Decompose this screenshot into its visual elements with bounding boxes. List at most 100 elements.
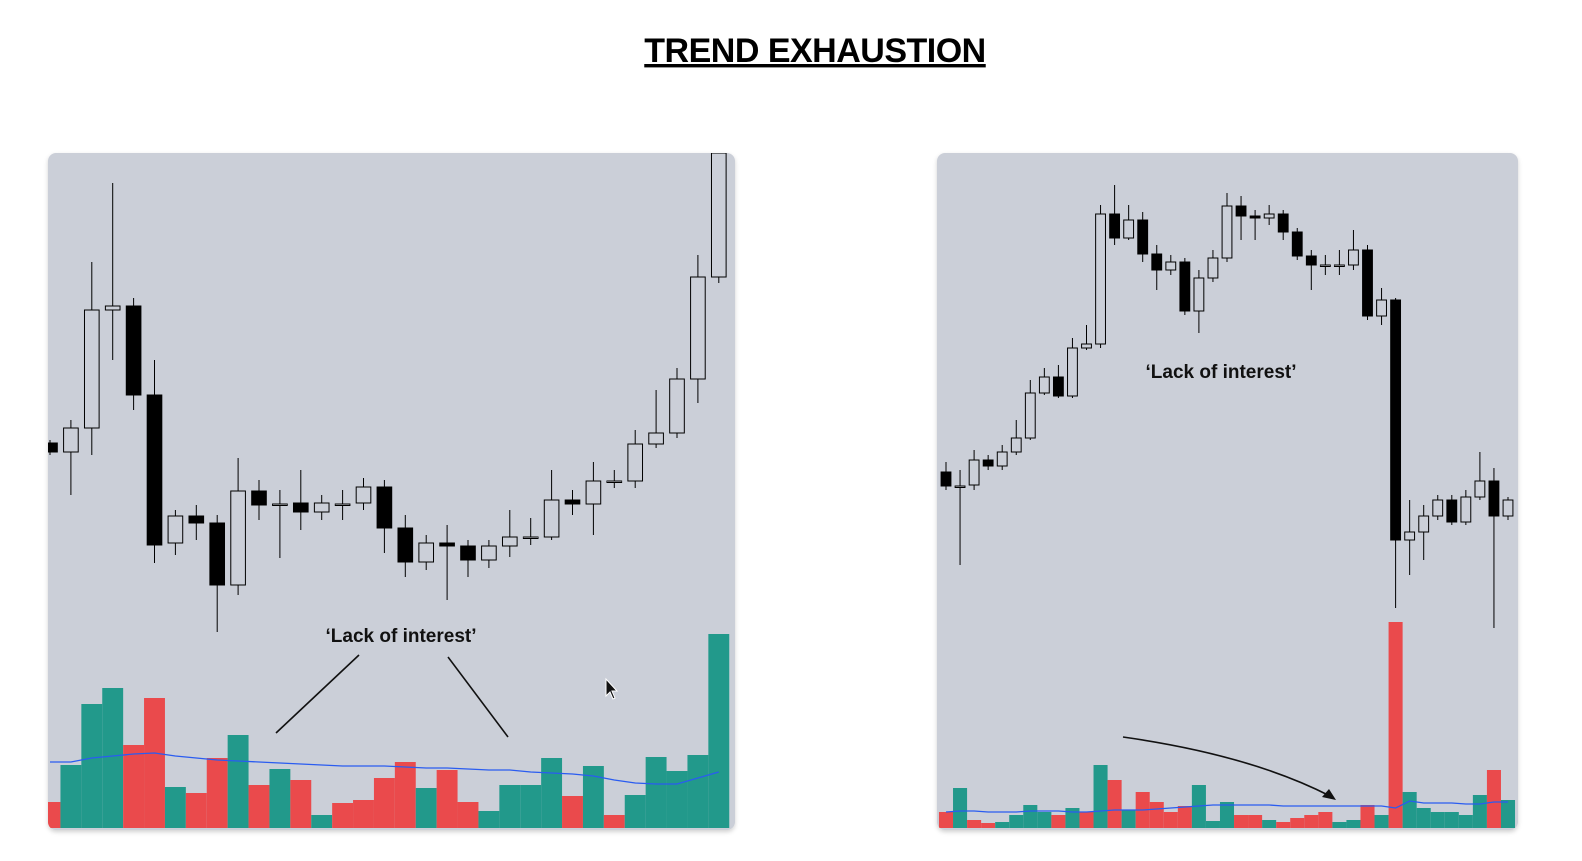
candle-body (522, 536, 539, 539)
candle-body (125, 305, 142, 396)
candle-body (1207, 257, 1219, 279)
candle-body (940, 471, 952, 487)
candle-body (376, 486, 393, 529)
volume-bar (144, 698, 165, 828)
volume-bar (562, 796, 583, 828)
volume-bar (81, 704, 103, 828)
chart-panel (937, 153, 1518, 830)
candle-body (1165, 261, 1177, 271)
candle-body (1376, 299, 1387, 317)
volume-bar (953, 788, 968, 828)
candle-body (1502, 499, 1514, 517)
candle-body (63, 427, 79, 453)
candle-body (1277, 213, 1289, 233)
volume-bar (206, 758, 228, 828)
candle-body (481, 545, 497, 561)
candle-body (1362, 249, 1373, 317)
candle-body (1038, 376, 1050, 394)
volume-bar (708, 634, 730, 828)
candle-body (209, 522, 226, 586)
candle-body (230, 490, 246, 586)
volume-bar (311, 815, 333, 828)
candle-body (1137, 219, 1149, 255)
candle-body (982, 459, 994, 467)
volume-bar (624, 795, 646, 828)
volume-bar (373, 778, 395, 828)
volume-bar (582, 766, 604, 828)
volume-bar (1234, 815, 1249, 828)
candle-body (954, 485, 966, 488)
volume-bar (981, 823, 996, 828)
pointer-arrow (1122, 736, 1331, 797)
candle-body (627, 443, 644, 482)
volume-bar (123, 745, 145, 828)
pointer-line (447, 656, 509, 738)
volume-bar (1177, 806, 1192, 828)
candle-body (1404, 531, 1416, 541)
volume-bar (1458, 815, 1473, 828)
volume-bar (1023, 805, 1038, 828)
volume-bar (1163, 812, 1178, 828)
volume-bar (1079, 812, 1094, 828)
volume-bar (1290, 818, 1305, 828)
volume-bar (436, 770, 458, 828)
volume-bar (1205, 821, 1220, 828)
volume-bar (1107, 780, 1122, 828)
moving-average (50, 752, 719, 785)
candle-body (1123, 219, 1135, 239)
volume-bar (457, 802, 479, 828)
annotation: ‘Lack of interest’ (326, 626, 477, 647)
candle-body (1333, 264, 1345, 267)
candle-body (1488, 480, 1500, 517)
candle-body (292, 502, 309, 513)
volume-bar (227, 735, 249, 828)
candle-body (1390, 299, 1402, 541)
candle-body (606, 480, 623, 483)
volume-bar (478, 811, 500, 828)
volume-bar (967, 820, 982, 828)
candle-body (1305, 255, 1317, 266)
volume-bar (1332, 822, 1347, 828)
volume-bar (1500, 800, 1516, 828)
volume-bar (290, 780, 312, 828)
volume-bar (248, 785, 270, 828)
candle-body (1179, 261, 1191, 312)
volume-bar (499, 785, 521, 828)
candle-body (272, 503, 288, 506)
candle-body (1067, 347, 1078, 397)
volume-bar (1346, 820, 1361, 828)
candle-body (501, 536, 518, 547)
volume-bar (1388, 622, 1403, 828)
candle-body (167, 515, 184, 544)
volume-bar (1360, 805, 1375, 828)
volume-bar (1121, 810, 1136, 828)
volume-bar (645, 757, 667, 828)
annotation-lines (275, 654, 1336, 800)
candle-body (48, 442, 58, 453)
volume-bar (520, 785, 542, 828)
volume-bar (102, 688, 124, 828)
volume-bar (666, 771, 688, 828)
volume-bar (1262, 820, 1277, 828)
candle-body (968, 459, 980, 486)
candle-body (460, 545, 476, 561)
volume-bar (1051, 815, 1066, 828)
candle-body (83, 309, 100, 429)
candle-body (1474, 480, 1486, 498)
candle-body (585, 480, 602, 505)
volume-bar (603, 815, 625, 828)
volume-bar (687, 755, 709, 828)
volume-bar (353, 800, 374, 828)
arrow-head (1322, 789, 1336, 800)
volume-bar (1276, 822, 1291, 828)
candle-body (648, 432, 664, 445)
volume-bar (995, 822, 1010, 828)
pointer-line (275, 654, 360, 734)
candle-body (1460, 496, 1472, 523)
volume-bar (1149, 802, 1164, 828)
candle-body (690, 276, 706, 380)
candle-body (188, 515, 205, 524)
candle-body (710, 153, 727, 278)
volume-bar (1318, 812, 1333, 828)
volume-bar (1472, 795, 1487, 828)
